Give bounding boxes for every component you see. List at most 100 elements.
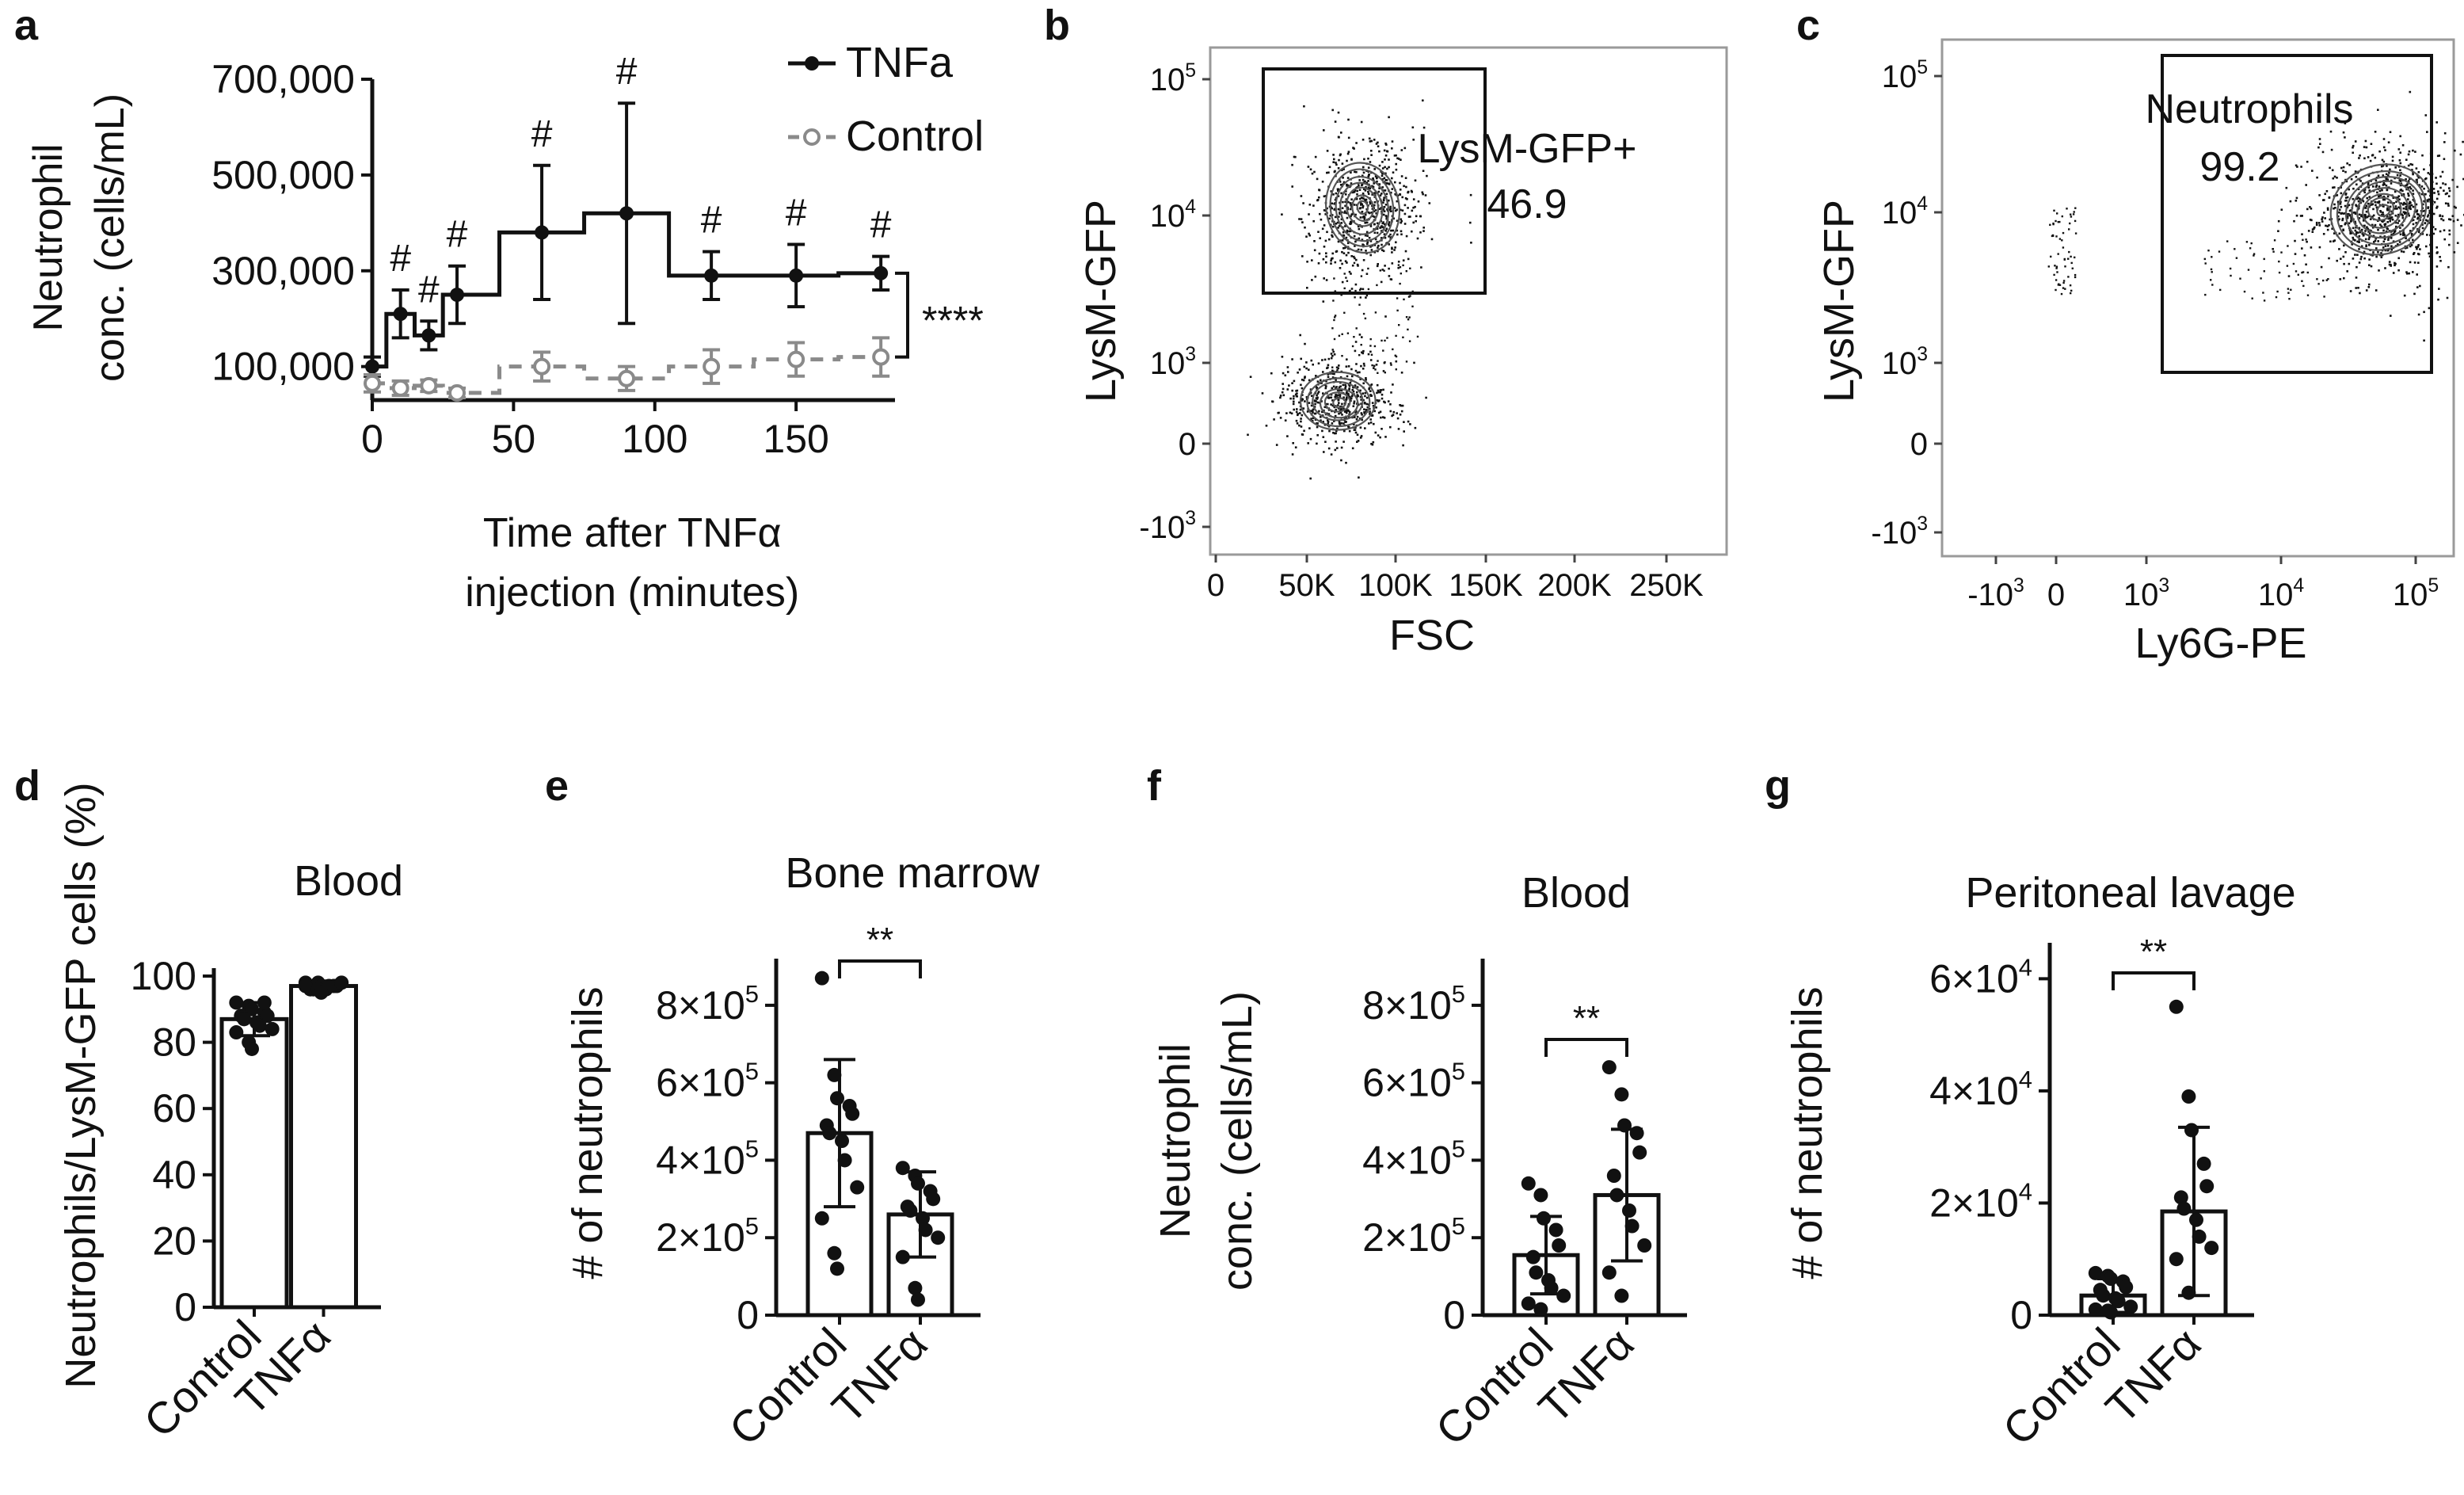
b-event-dot xyxy=(1377,190,1381,193)
d-data-point xyxy=(334,975,349,990)
b-event-dot xyxy=(1377,434,1380,437)
c-event-dot xyxy=(2444,202,2447,204)
b-y-tick-label: 103 xyxy=(1150,344,1196,381)
c-event-dot xyxy=(2073,211,2075,213)
c-event-dot xyxy=(2423,339,2425,342)
b-event-dot xyxy=(1426,174,1428,177)
b-event-dot xyxy=(1347,395,1350,398)
b-event-dot xyxy=(1341,402,1343,406)
b-event-dot xyxy=(1384,154,1388,157)
c-event-dot xyxy=(2439,215,2441,217)
b-event-dot xyxy=(1336,447,1339,449)
c-event-dot xyxy=(2385,173,2388,176)
b-event-dot xyxy=(1316,442,1318,445)
b-event-dot xyxy=(1379,194,1382,196)
c-event-dot xyxy=(2374,200,2377,204)
b-event-dot xyxy=(1321,429,1323,433)
c-event-dot xyxy=(2380,225,2382,227)
b-event-dot xyxy=(1351,264,1354,267)
c-event-dot xyxy=(2364,215,2367,217)
b-event-dot xyxy=(1400,372,1403,374)
b-event-dot xyxy=(1325,255,1327,258)
b-event-dot xyxy=(1392,410,1396,414)
c-event-dot xyxy=(2358,238,2361,241)
c-event-dot xyxy=(2398,241,2401,243)
b-event-dot xyxy=(1383,149,1386,152)
a-significance-hash: # xyxy=(447,214,468,256)
b-event-dot xyxy=(1422,227,1425,229)
c-event-dot xyxy=(2338,232,2341,235)
b-event-dot xyxy=(1330,257,1333,260)
c-event-dot xyxy=(2401,224,2404,227)
b-event-dot xyxy=(1386,182,1388,185)
b-event-dot xyxy=(1350,182,1353,185)
a-point-tnf xyxy=(393,307,408,322)
b-event-dot xyxy=(1335,408,1337,411)
b-event-dot xyxy=(1279,395,1282,397)
c-event-dot xyxy=(2384,245,2387,247)
b-event-dot xyxy=(1399,282,1401,285)
b-event-dot xyxy=(1354,283,1358,286)
e-data-point xyxy=(827,1245,842,1260)
c-event-dot xyxy=(2359,231,2362,234)
b-event-dot xyxy=(1298,368,1301,371)
c-event-dot xyxy=(2391,155,2394,158)
b-event-dot xyxy=(1373,367,1375,369)
b-event-dot xyxy=(1395,154,1397,157)
c-event-dot xyxy=(2262,292,2264,294)
b-event-dot xyxy=(1384,361,1386,364)
b-event-dot xyxy=(1320,218,1323,221)
b-event-dot xyxy=(1389,210,1392,212)
c-event-dot xyxy=(2405,205,2408,208)
c-event-dot xyxy=(2311,231,2314,233)
c-event-dot xyxy=(2070,255,2072,258)
c-event-dot xyxy=(2047,265,2050,268)
b-event-dot xyxy=(1354,245,1356,247)
b-event-dot xyxy=(1382,213,1385,216)
c-event-dot xyxy=(2295,214,2298,217)
b-event-dot xyxy=(1394,246,1396,249)
a-point-tnf xyxy=(874,265,889,280)
c-event-dot xyxy=(2426,219,2429,223)
c-event-dot xyxy=(2432,212,2435,215)
c-event-dot xyxy=(2334,207,2336,209)
f-significance-bracket xyxy=(1544,1038,1628,1057)
c-event-dot xyxy=(2447,202,2450,205)
b-event-dot xyxy=(1422,230,1425,232)
c-event-dot xyxy=(2382,213,2385,216)
c-event-dot xyxy=(2427,172,2430,174)
c-event-dot xyxy=(2053,209,2055,212)
b-event-dot xyxy=(1339,411,1342,414)
c-event-dot xyxy=(2381,189,2383,192)
b-event-dot xyxy=(1374,238,1377,241)
g-data-point xyxy=(2196,1156,2211,1171)
c-y-tick-label: 0 xyxy=(1910,427,1928,462)
c-event-dot xyxy=(2245,241,2249,243)
c-event-dot xyxy=(2354,211,2356,214)
b-event-dot xyxy=(1308,232,1310,235)
c-event-dot xyxy=(2329,130,2333,133)
b-event-dot xyxy=(1316,422,1319,425)
b-event-dot xyxy=(1391,246,1393,250)
c-event-dot xyxy=(2389,219,2391,223)
b-event-dot xyxy=(1370,150,1373,152)
b-event-dot xyxy=(1303,429,1305,433)
e-data-point xyxy=(916,1211,930,1226)
c-event-dot xyxy=(2409,245,2412,248)
b-event-dot xyxy=(1331,404,1335,407)
b-event-dot xyxy=(1289,397,1292,400)
a-point-control xyxy=(391,379,409,397)
f-x-tick-label: TNFα xyxy=(1529,1318,1643,1432)
c-event-dot xyxy=(2361,232,2364,235)
c-event-dot xyxy=(2070,213,2072,215)
b-event-dot xyxy=(1405,185,1407,189)
b-event-dot xyxy=(1369,225,1373,227)
c-event-dot xyxy=(2372,235,2375,238)
c-event-dot xyxy=(2354,239,2356,242)
b-event-dot xyxy=(1333,318,1335,322)
b-gate-value: 46.9 xyxy=(1487,181,1567,227)
b-event-dot xyxy=(1380,389,1383,391)
b-event-dot xyxy=(1362,362,1365,365)
c-event-dot xyxy=(2428,198,2431,200)
b-event-dot xyxy=(1305,235,1308,238)
